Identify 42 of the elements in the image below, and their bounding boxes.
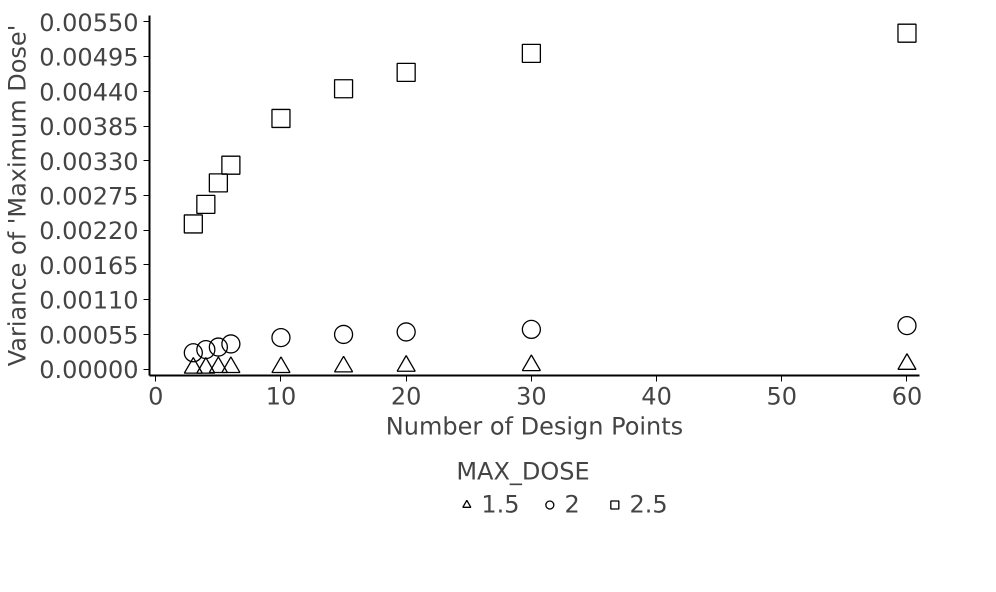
point bbox=[396, 62, 416, 82]
x-tick-label: 50 bbox=[766, 382, 798, 410]
y-tick-label: 0.00330 bbox=[39, 148, 139, 176]
point bbox=[522, 320, 542, 340]
y-tick-label: 0.00165 bbox=[39, 252, 139, 280]
point bbox=[196, 194, 216, 214]
point bbox=[196, 340, 216, 360]
x-tick-label: 30 bbox=[516, 382, 547, 410]
legend-label: 2.5 bbox=[630, 490, 668, 518]
x-tick-label: 60 bbox=[892, 382, 922, 410]
point bbox=[271, 328, 291, 348]
x-tick-label: 20 bbox=[390, 382, 422, 410]
y-tick-label: 0.00550 bbox=[39, 8, 139, 37]
point bbox=[522, 44, 542, 64]
y-tick-label: 0.00440 bbox=[39, 78, 139, 106]
point bbox=[396, 322, 416, 342]
point bbox=[897, 24, 917, 43]
point bbox=[221, 334, 241, 354]
point bbox=[334, 324, 354, 344]
y-tick-label: 0.00385 bbox=[39, 113, 139, 142]
point bbox=[897, 316, 917, 336]
legend-title: MAX_DOSE bbox=[456, 458, 591, 486]
y-tick-label: 0.00495 bbox=[39, 44, 139, 72]
y-tick-label: 0.00220 bbox=[39, 217, 139, 246]
point bbox=[221, 156, 241, 175]
legend-label: 1.5 bbox=[481, 490, 520, 518]
y-axis-title: Variance of 'Maximum Dose' bbox=[3, 24, 32, 366]
legend-label: 2 bbox=[564, 490, 581, 518]
point bbox=[208, 337, 228, 357]
y-tick-label: 0.00275 bbox=[39, 182, 139, 210]
x-tick-label: 0 bbox=[148, 382, 164, 410]
x-tick-label: 10 bbox=[266, 382, 296, 410]
point bbox=[208, 173, 228, 193]
y-tick-label: 0.00000 bbox=[39, 356, 139, 384]
point bbox=[184, 343, 203, 362]
point bbox=[271, 108, 291, 128]
x-tick-label: 40 bbox=[641, 382, 672, 410]
y-tick-label: 0.00055 bbox=[39, 321, 139, 350]
x-axis-title: Number of Design Points bbox=[386, 412, 684, 440]
point bbox=[184, 214, 203, 234]
y-tick-label: 0.00110 bbox=[39, 286, 139, 315]
point bbox=[334, 79, 354, 98]
